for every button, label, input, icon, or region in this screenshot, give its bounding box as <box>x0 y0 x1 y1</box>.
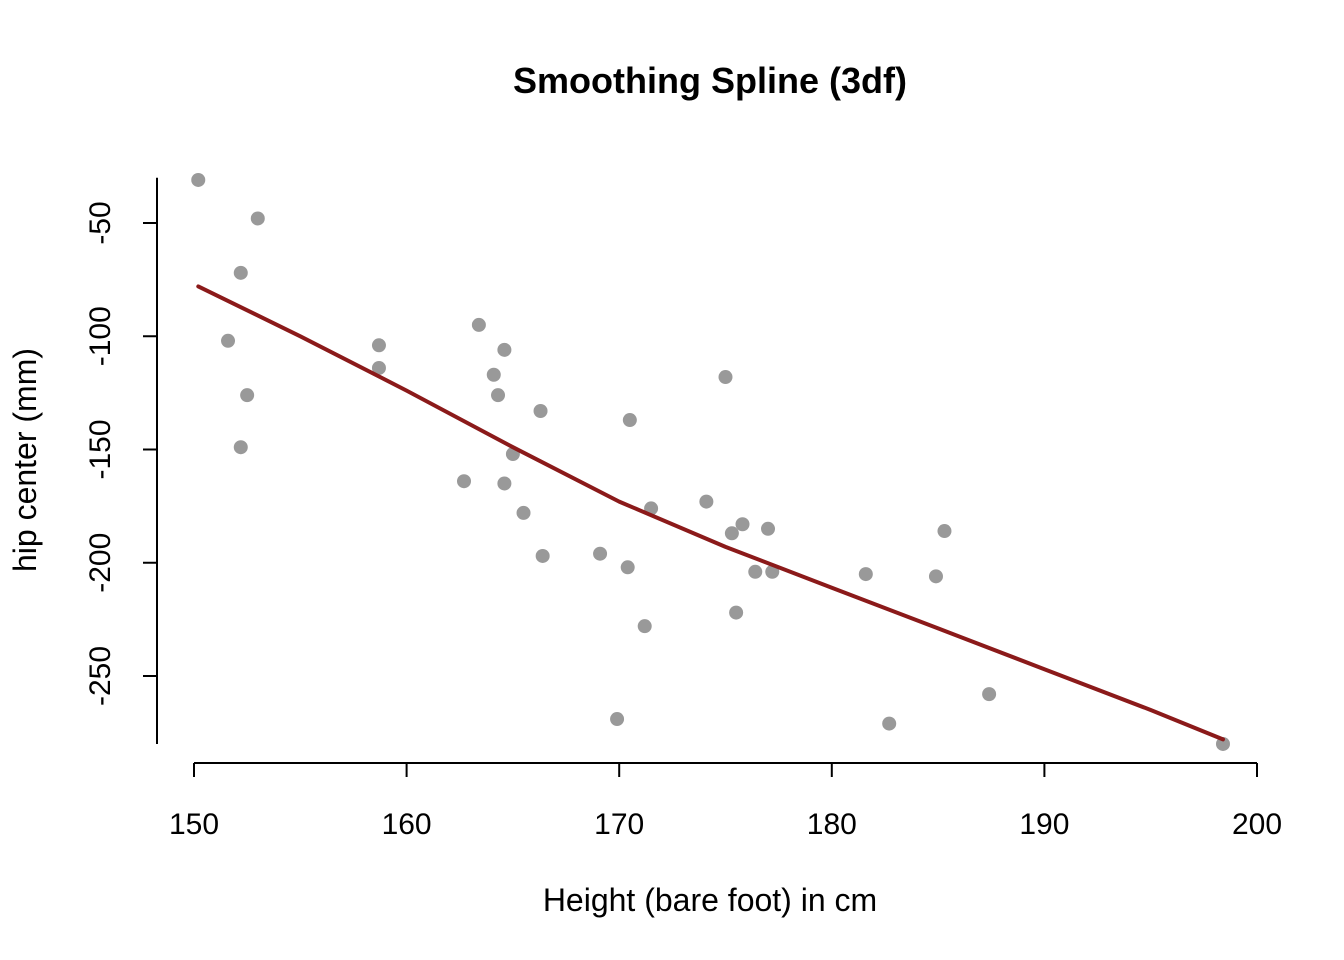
data-point <box>497 476 512 491</box>
data-point <box>748 564 763 579</box>
data-point <box>724 526 739 541</box>
x-tick-label: 170 <box>594 808 644 841</box>
x-tick-label: 200 <box>1232 808 1282 841</box>
data-point <box>882 716 897 731</box>
data-point <box>191 172 206 187</box>
data-point <box>457 474 472 489</box>
data-point <box>699 494 714 509</box>
axes: 150 160 170 180 190 200 -50 -100 -150 -200 -250 <box>84 177 1282 841</box>
data-point <box>221 333 236 348</box>
data-point <box>535 548 550 563</box>
y-tick-label: -250 <box>84 646 117 706</box>
y-tick-label: -200 <box>84 533 117 593</box>
x-axis-label: Height (bare foot) in cm <box>543 882 877 918</box>
data-point <box>486 367 501 382</box>
data-point <box>233 265 248 280</box>
x-tick-label: 160 <box>382 808 432 841</box>
data-point <box>718 370 733 385</box>
data-point <box>1215 736 1230 751</box>
data-point <box>491 388 506 403</box>
data-point <box>233 440 248 455</box>
data-point <box>729 605 744 620</box>
plot-area <box>191 172 1230 751</box>
data-point <box>622 413 637 428</box>
data-point <box>858 567 873 582</box>
data-point <box>593 546 608 561</box>
data-point <box>982 687 997 702</box>
y-tick-label: -50 <box>84 201 117 244</box>
data-point <box>371 338 386 353</box>
data-point <box>471 317 486 332</box>
data-point <box>516 505 531 520</box>
chart-title: Smoothing Spline (3df) <box>513 60 907 101</box>
spline-line <box>196 284 1225 742</box>
y-tick-label: -150 <box>84 419 117 479</box>
data-point <box>533 403 548 418</box>
data-point <box>371 360 386 375</box>
data-point <box>637 619 652 634</box>
data-point <box>761 521 776 536</box>
y-axis-label: hip center (mm) <box>7 348 43 572</box>
x-tick-label: 150 <box>169 808 219 841</box>
data-point <box>497 342 512 357</box>
data-point <box>240 388 255 403</box>
data-point <box>735 517 750 532</box>
data-point <box>937 524 952 539</box>
data-point <box>620 560 635 575</box>
data-point <box>928 569 943 584</box>
data-point <box>610 712 625 727</box>
data-point <box>250 211 265 226</box>
y-tick-label: -100 <box>84 306 117 366</box>
x-tick-label: 190 <box>1019 808 1069 841</box>
x-tick-label: 180 <box>807 808 857 841</box>
